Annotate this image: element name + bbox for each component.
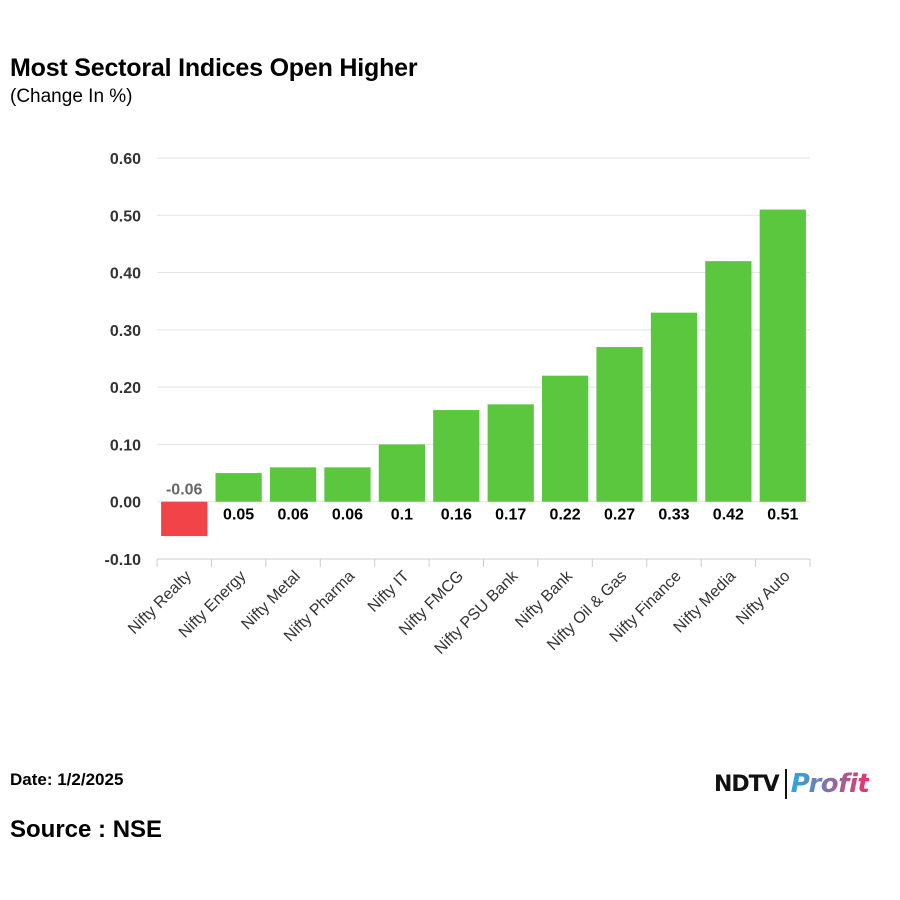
data-label: 0.27 — [604, 507, 635, 524]
y-tick-label: 0.40 — [110, 266, 141, 283]
data-label: 0.42 — [713, 507, 744, 524]
data-labels: -0.06 0.05 0.06 0.06 0.1 0.16 0.17 0.22 0.27 0.33… — [166, 482, 798, 524]
logo-brand-text: NDTV — [714, 771, 780, 797]
bar-nifty-auto — [759, 209, 806, 502]
bar-nifty-psu-bank — [487, 404, 534, 502]
data-label: 0.06 — [332, 507, 363, 524]
y-tick-label: 0.50 — [110, 208, 141, 225]
bar-nifty-it — [378, 444, 426, 502]
date-label: Date: 1/2/2025 — [10, 770, 124, 789]
ndtv-profit-logo: NDTV Profit — [714, 766, 870, 802]
data-label: 0.05 — [223, 507, 254, 524]
bar-nifty-energy — [215, 473, 262, 502]
logo-divider — [784, 769, 787, 799]
logo-product-text: Profit — [790, 769, 870, 799]
x-tick-label: Nifty IT — [365, 568, 413, 616]
y-tick-label: -0.10 — [105, 552, 142, 569]
data-label: 0.16 — [441, 507, 472, 524]
bar-nifty-bank — [541, 375, 589, 502]
source-label: Source : NSE — [10, 816, 163, 843]
y-tick-label: 0.00 — [110, 495, 141, 512]
bar-nifty-realty — [161, 501, 208, 537]
data-label: -0.06 — [166, 482, 203, 499]
bars — [161, 209, 806, 537]
data-label: 0.33 — [658, 507, 689, 524]
bar-nifty-metal — [269, 467, 317, 502]
bar-nifty-media — [705, 261, 752, 502]
y-tick-label: 0.60 — [110, 151, 141, 168]
y-tick-label: 0.10 — [110, 437, 141, 454]
y-tick-label: 0.20 — [110, 380, 141, 397]
data-label: 0.1 — [391, 507, 413, 524]
bar-nifty-finance — [650, 312, 698, 502]
data-label: 0.51 — [767, 507, 798, 524]
chart-title: Most Sectoral Indices Open Higher — [10, 54, 418, 82]
chart-subtitle: (Change In %) — [10, 86, 133, 107]
data-label: 0.22 — [550, 507, 581, 524]
x-tick-label: Nifty Auto — [733, 568, 794, 629]
y-tick-label: 0.30 — [110, 323, 141, 340]
data-label: 0.06 — [277, 507, 308, 524]
bar-nifty-fmcg — [433, 410, 480, 502]
data-label: 0.17 — [495, 507, 526, 524]
bar-nifty-oil-gas — [596, 347, 643, 502]
bar-nifty-pharma — [324, 467, 371, 502]
